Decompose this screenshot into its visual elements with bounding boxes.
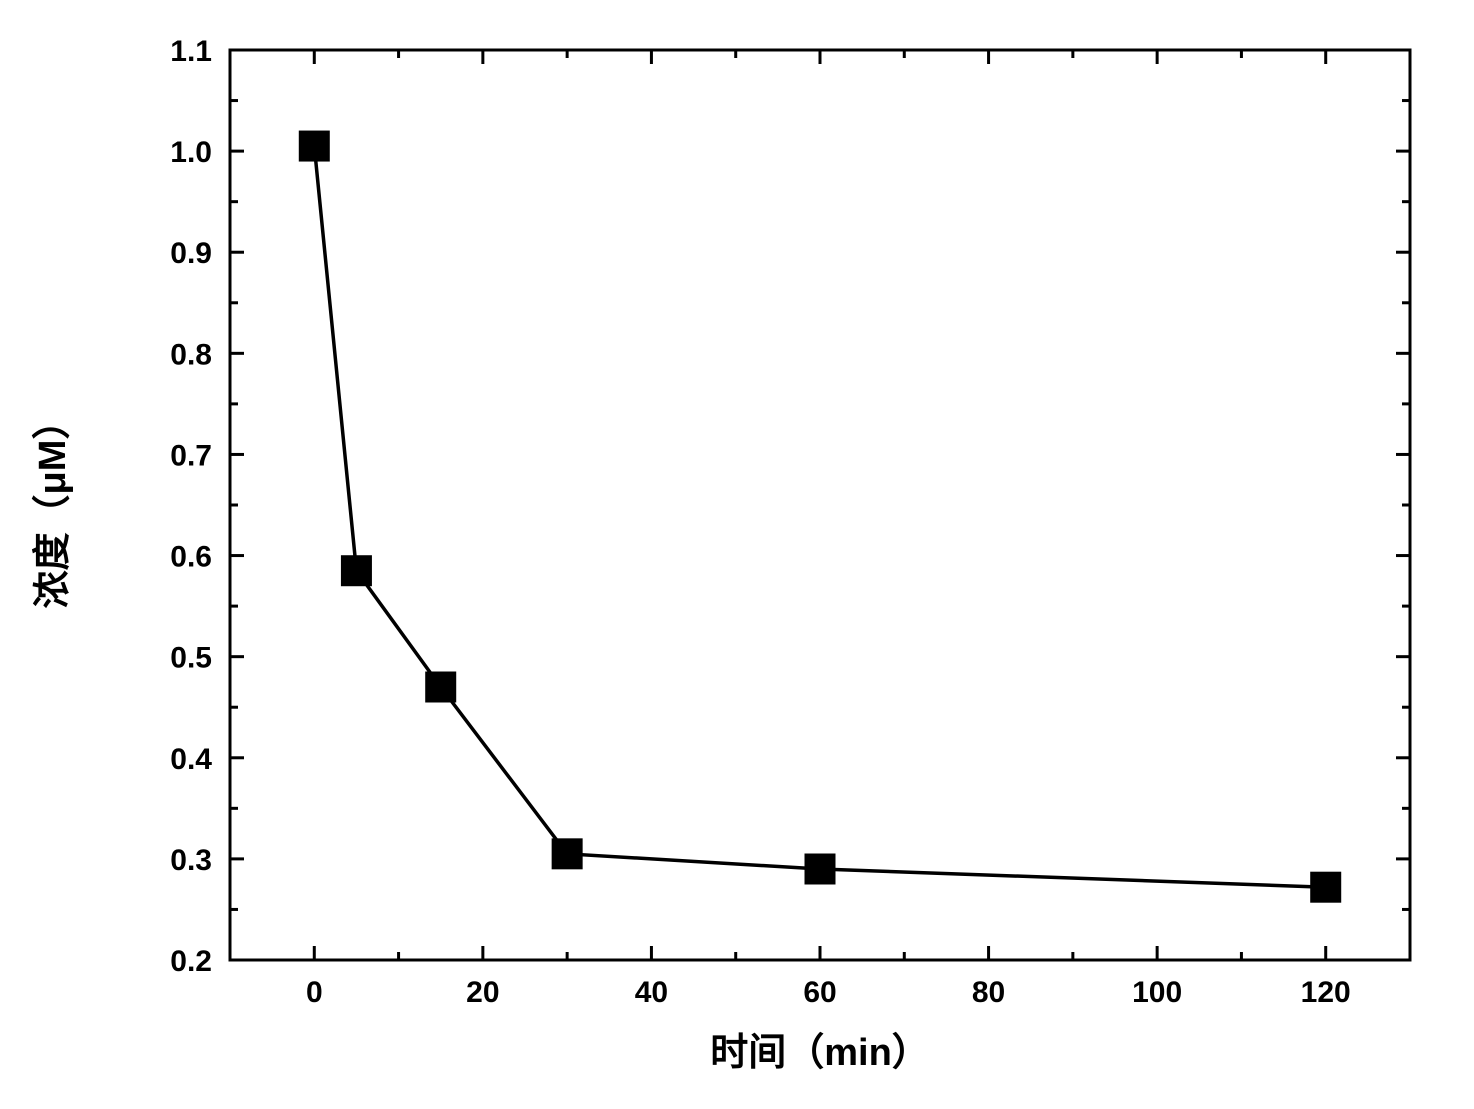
x-tick-label: 20 xyxy=(466,976,499,1009)
x-tick-label: 120 xyxy=(1301,976,1351,1009)
data-marker xyxy=(1311,872,1341,902)
x-tick-label: 80 xyxy=(972,976,1005,1009)
y-tick-label: 0.5 xyxy=(170,642,212,675)
chart-container: 0 20 40 60 80 100 120 0.2 0.3 0.4 0.5 0.6 0.7 0.8 0.9 1… xyxy=(0,0,1474,1109)
y-tick-label: 0.6 xyxy=(170,541,212,574)
y-tick-label: 0.8 xyxy=(170,338,212,371)
y-tick-label: 1.0 xyxy=(170,136,212,169)
y-axis-label: 浓度（μM） xyxy=(32,402,74,609)
y-tick-label: 0.7 xyxy=(170,439,212,472)
x-tick-label: 60 xyxy=(803,976,836,1009)
data-marker xyxy=(426,672,456,702)
data-marker xyxy=(552,839,582,869)
data-marker xyxy=(341,556,371,586)
data-marker xyxy=(805,854,835,884)
x-tick-label: 100 xyxy=(1132,976,1182,1009)
y-tick-label: 0.3 xyxy=(170,844,212,877)
y-tick-label: 0.2 xyxy=(170,945,212,978)
y-tick-label: 0.9 xyxy=(170,237,212,270)
y-tick-label: 1.1 xyxy=(170,35,212,68)
x-tick-label: 0 xyxy=(306,976,323,1009)
line-chart: 0 20 40 60 80 100 120 0.2 0.3 0.4 0.5 0.6 0.7 0.8 0.9 1… xyxy=(0,0,1474,1109)
x-axis-label: 时间（min） xyxy=(710,1032,930,1074)
data-marker xyxy=(299,131,329,161)
y-tick-label: 0.4 xyxy=(170,743,212,776)
x-tick-label: 40 xyxy=(635,976,668,1009)
